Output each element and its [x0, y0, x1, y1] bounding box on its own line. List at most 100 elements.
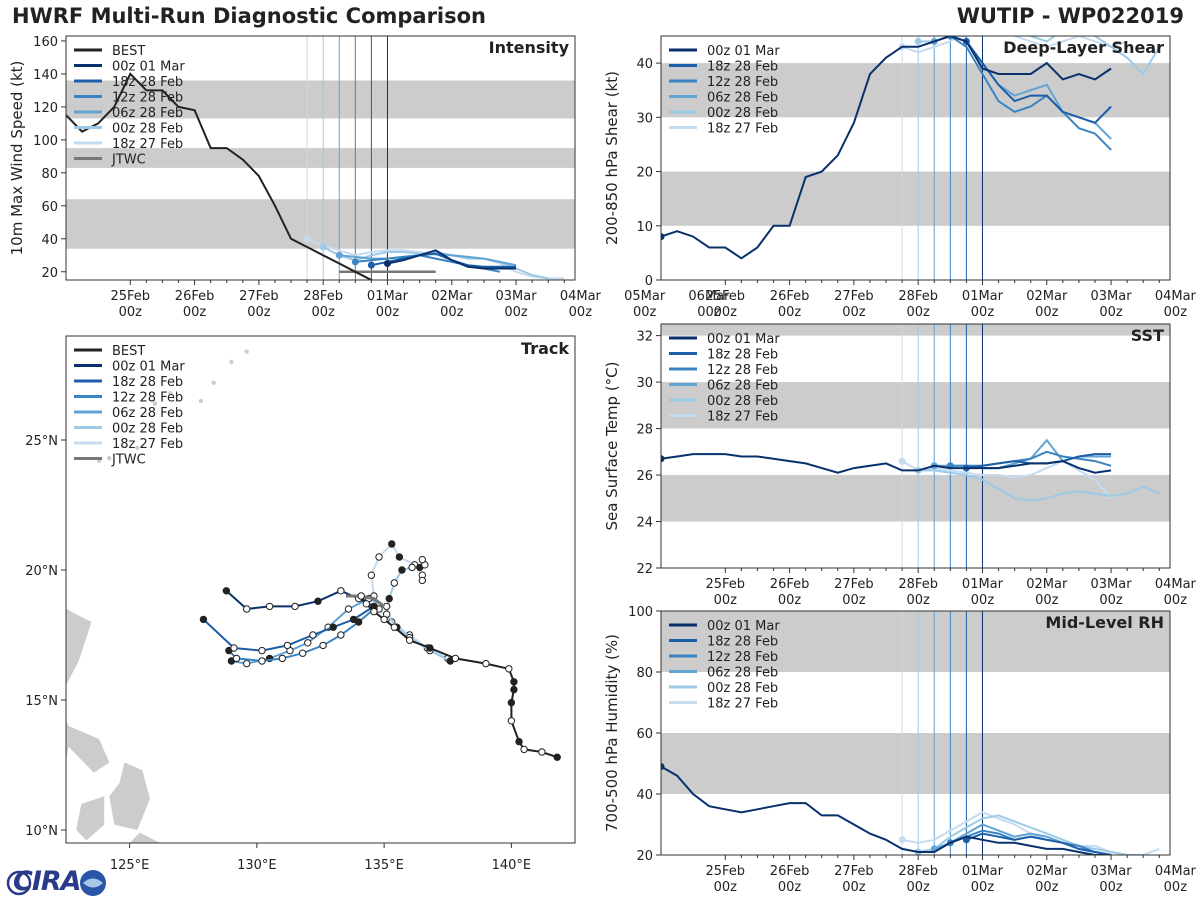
x-tick-label: 00z [697, 305, 721, 320]
y-tick-label: 24 [636, 516, 653, 531]
y-axis-label: 200-850 hPa Shear (kt) [603, 71, 621, 245]
track-point [510, 685, 518, 694]
series-marker [319, 243, 327, 251]
series-line [661, 453, 1112, 474]
legend-label: JTWC [111, 153, 146, 168]
x-tick-label: 00z [1099, 880, 1123, 895]
x-tick-label: 00z [1099, 593, 1123, 608]
track-point [405, 636, 414, 644]
x-tick-label: 03Mar [1091, 864, 1133, 879]
legend-label: 00z 01 Mar [707, 332, 780, 347]
panel-title: SST [1131, 326, 1164, 345]
x-tick-label: 04Mar [1155, 577, 1197, 592]
track-point [222, 587, 231, 595]
series-marker [335, 251, 343, 259]
x-tick-label: 27Feb [834, 289, 874, 304]
y-tick-label: 20 [636, 166, 653, 181]
x-tick-label: 03Mar [1091, 577, 1133, 592]
x-tick-label: 04Mar [560, 289, 602, 304]
x-tick-label: 25Feb [706, 289, 746, 304]
legend-label: 12z 28 Feb [707, 363, 778, 378]
x-tick-label: 00z [906, 305, 930, 320]
track-point [362, 600, 371, 608]
x-tick-label: 00z [714, 593, 738, 608]
storm-label: WUTIP - WP022019 [956, 4, 1184, 28]
series-line [949, 36, 1112, 151]
y-tick-label: 10 [636, 220, 653, 235]
y-tick-label: 30 [636, 111, 653, 126]
x-tick-label: 00z [247, 305, 271, 320]
track-point [344, 605, 353, 613]
legend-label: 18z 28 Feb [707, 635, 778, 650]
series-line [306, 237, 565, 280]
x-tick-label: 05Mar [624, 289, 666, 304]
track-point [349, 615, 358, 624]
x-tick-label: 01Mar [367, 289, 409, 304]
series-line [661, 765, 1112, 855]
band-2 [661, 324, 1170, 336]
x-tick-label: 00z [971, 305, 995, 320]
track-point [451, 654, 460, 663]
track-point [370, 607, 378, 616]
island [244, 349, 249, 354]
track-point [329, 623, 337, 631]
x-tick-label: 28Feb [303, 289, 343, 304]
series-marker [303, 235, 311, 243]
track-point [258, 646, 266, 655]
series-group [661, 763, 1160, 855]
x-tick-label: 28Feb [898, 864, 938, 879]
track-point [395, 553, 404, 561]
x-tick-label: 00z [504, 305, 528, 320]
y-tick-label: 20 [41, 266, 58, 281]
y-tick-label: 40 [636, 57, 653, 72]
track-point [398, 566, 406, 574]
x-tick-label: 03Mar [496, 289, 538, 304]
y-tick-label: 80 [41, 167, 58, 182]
track-point [337, 587, 345, 595]
y-tick-label: 25°N [25, 434, 58, 449]
panel-intensity: 2040608010012014016025Feb00z26Feb00z27Fe… [8, 35, 730, 320]
x-tick-label: 00z [971, 880, 995, 895]
track-point [337, 631, 345, 639]
track-point [314, 597, 322, 605]
legend-label: 18z 28 Feb [707, 348, 778, 363]
series-group [66, 72, 565, 280]
y-tick-label: 26 [636, 469, 653, 484]
legend-label: 00z 01 Mar [707, 44, 780, 59]
band-1 [661, 63, 1170, 118]
island [229, 359, 234, 365]
legend-label: 00z 01 Mar [112, 360, 185, 375]
track-point [538, 748, 546, 756]
y-tick-label: 30 [636, 376, 653, 391]
band-0 [661, 171, 1170, 226]
series-marker [914, 37, 922, 45]
legend-label: 06z 28 Feb [707, 379, 778, 394]
band-1 [66, 148, 575, 168]
track-line [346, 594, 386, 608]
panel-track: 125°E 130°E 135°E 140°E 10°N 15°N 20°N 25°N Trac… [25, 335, 576, 873]
series-marker [661, 455, 665, 463]
x-tick-label: 25Feb [706, 577, 746, 592]
track-point [258, 657, 266, 665]
panel-title: Intensity [489, 38, 570, 57]
series-group [661, 438, 1160, 502]
band-0 [661, 733, 1170, 794]
track-point [357, 592, 365, 600]
series-line [965, 40, 1112, 124]
x-tick-label: 03Mar [1091, 289, 1133, 304]
x-tick-label: 140°E [492, 858, 532, 873]
x-tick-label: 00z [906, 880, 930, 895]
series-group [661, 36, 1161, 260]
x-tick-label: 00z [440, 305, 464, 320]
track-point [515, 737, 523, 746]
island [107, 456, 112, 461]
series-marker [367, 261, 375, 269]
track-point [265, 602, 274, 611]
x-tick-label: 28Feb [898, 289, 938, 304]
plot-frame [660, 35, 1171, 281]
track-point [380, 615, 388, 624]
island [198, 398, 204, 404]
logo-text: CIRA [13, 866, 82, 897]
